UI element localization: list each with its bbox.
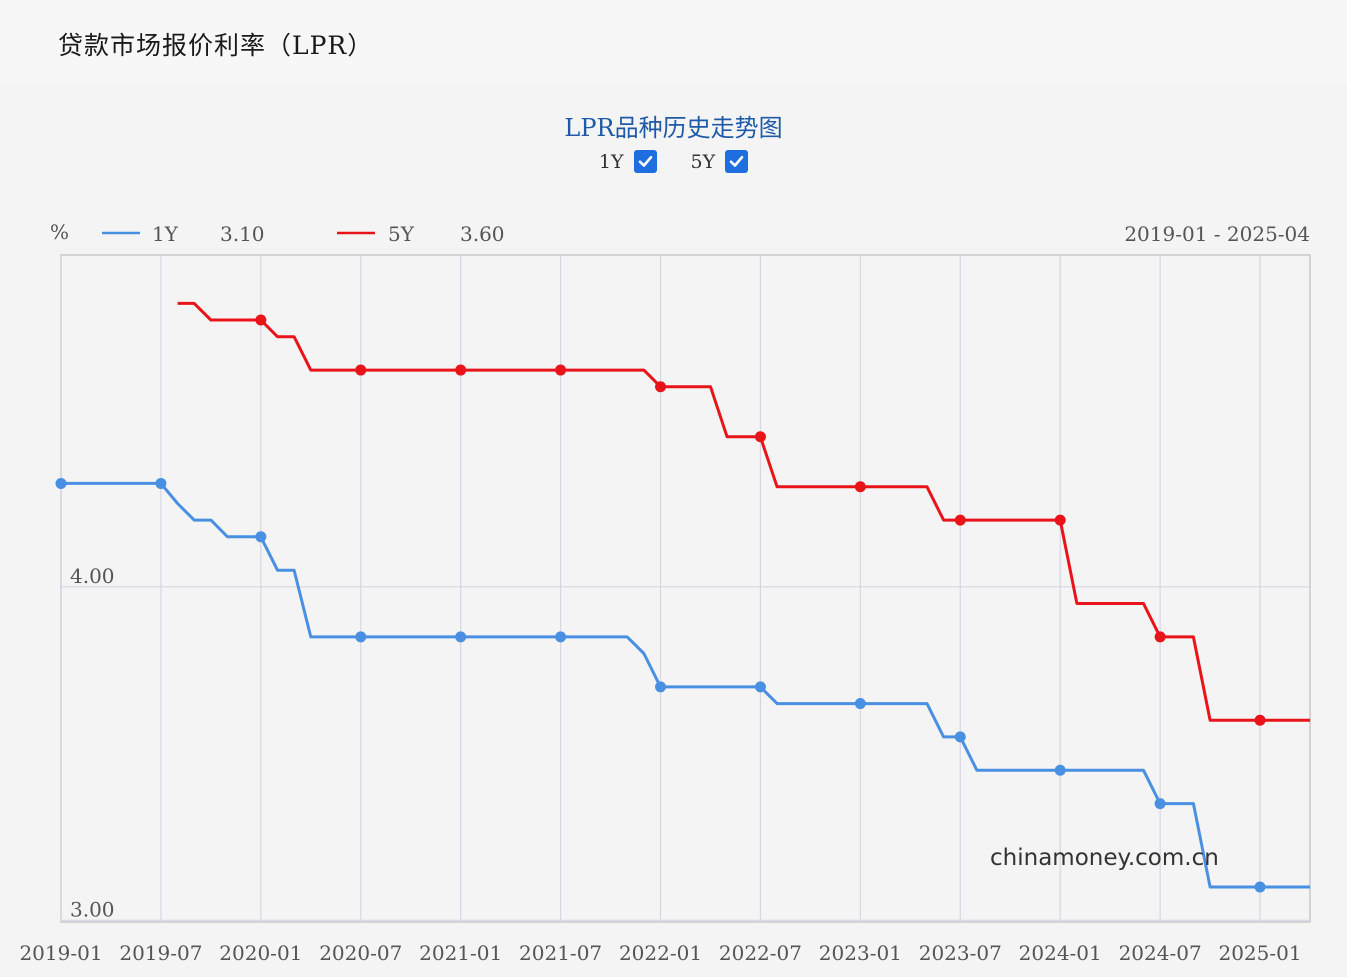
toggle-5y-label: 5Y [690, 150, 716, 173]
legend-1y-label: 1Y [152, 222, 179, 246]
y-tick-label: 3.00 [70, 897, 115, 921]
toggle-1y-label: 1Y [598, 150, 624, 173]
checkbox-5y[interactable] [725, 150, 749, 173]
plot-area [60, 254, 1311, 923]
x-tick-label: 2020-01 [219, 941, 302, 965]
unit-label: % [50, 220, 69, 244]
toggle-5y[interactable]: 5Y [667, 150, 749, 173]
x-tick-label: 2023-01 [819, 941, 902, 965]
x-axis: 2019-01 2019-07 2020-01 2020-07 2021-01 2021-… [19, 941, 1301, 965]
data-point-1y[interactable] [255, 531, 267, 543]
data-point-5y[interactable] [1154, 631, 1166, 643]
data-point-1y[interactable] [754, 681, 766, 693]
data-point-5y[interactable] [754, 431, 766, 443]
page-header: 贷款市场报价利率（LPR） [0, 0, 1347, 84]
data-point-5y[interactable] [555, 364, 567, 376]
x-tick-label: 2024-07 [1119, 941, 1202, 965]
series-toggles: 1Y 5Y [0, 150, 1347, 173]
data-point-1y[interactable] [555, 631, 567, 643]
data-point-1y[interactable] [155, 477, 167, 489]
series-line-1y [61, 481, 1310, 889]
data-point-5y[interactable] [455, 364, 467, 376]
data-point-1y[interactable] [1154, 798, 1166, 810]
checkbox-1y[interactable] [633, 150, 657, 173]
series-line-5y [177, 301, 1310, 722]
data-point-1y[interactable] [655, 681, 667, 693]
legend-5y-label: 5Y [388, 222, 415, 246]
toggle-1y[interactable]: 1Y [599, 150, 657, 173]
data-point-5y[interactable] [954, 514, 966, 526]
data-point-1y[interactable] [954, 731, 966, 743]
series-lines [61, 301, 1310, 889]
x-tick-label: 2021-01 [419, 941, 502, 965]
date-range: 2019-01 - 2025-04 [1124, 222, 1310, 246]
x-tick-label: 2024-01 [1019, 941, 1102, 965]
x-tick-label: 2019-01 [19, 941, 102, 965]
data-point-5y[interactable] [255, 314, 267, 326]
data-point-5y[interactable] [355, 364, 367, 376]
data-point-1y[interactable] [1054, 764, 1066, 776]
data-point-1y[interactable] [455, 631, 467, 643]
check-icon [729, 155, 744, 167]
data-point-5y[interactable] [1054, 514, 1066, 526]
x-tick-label: 2020-07 [319, 941, 402, 965]
data-point-1y[interactable] [55, 477, 67, 489]
x-tick-label: 2021-07 [519, 941, 602, 965]
x-tick-label: 2022-07 [719, 941, 802, 965]
data-point-1y[interactable] [1254, 881, 1266, 893]
x-tick-label: 2019-07 [119, 941, 202, 965]
data-point-1y[interactable] [854, 698, 866, 710]
watermark: chinamoney.com.cn [990, 845, 1219, 871]
check-icon [638, 155, 652, 167]
legend-1y-value: 3.10 [220, 222, 265, 246]
data-point-1y[interactable] [355, 631, 367, 643]
x-tick-label: 2023-07 [919, 941, 1002, 965]
x-tick-label: 2022-01 [619, 941, 702, 965]
series-markers [55, 314, 1266, 893]
chart-title: LPR品种历史走势图 [564, 114, 783, 142]
data-point-5y[interactable] [1254, 714, 1266, 726]
page-title: 贷款市场报价利率（LPR） [58, 31, 374, 60]
legend-5y-value: 3.60 [460, 222, 505, 246]
y-tick-label: 4.00 [70, 564, 115, 588]
grid [60, 255, 1310, 922]
y-axis: 4.00 3.00 [70, 564, 115, 922]
x-tick-label: 2025-01 [1218, 941, 1301, 965]
data-point-5y[interactable] [655, 381, 667, 393]
data-point-5y[interactable] [854, 481, 866, 493]
